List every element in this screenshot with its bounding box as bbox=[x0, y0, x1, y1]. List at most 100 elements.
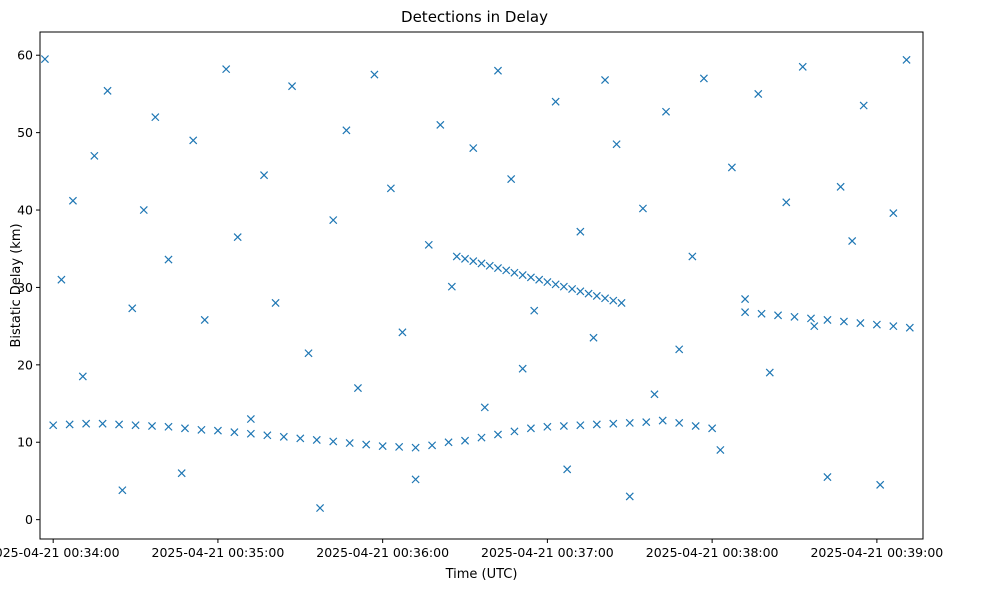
data-point bbox=[461, 436, 470, 445]
data-point bbox=[642, 418, 651, 427]
data-point bbox=[848, 236, 857, 246]
data-point bbox=[151, 113, 160, 122]
data-point bbox=[164, 422, 173, 431]
data-point bbox=[576, 421, 585, 430]
data-marks bbox=[40, 55, 914, 513]
data-point bbox=[118, 486, 127, 495]
y-tick-label: 40 bbox=[17, 203, 33, 218]
data-point bbox=[502, 266, 511, 275]
data-point bbox=[342, 126, 351, 135]
data-point bbox=[469, 257, 478, 266]
data-point bbox=[222, 65, 231, 74]
data-point bbox=[452, 252, 461, 261]
data-point bbox=[260, 171, 269, 180]
data-point bbox=[839, 317, 848, 326]
y-axis: 0 10 20 30 40 50 60 bbox=[17, 48, 40, 527]
data-point bbox=[177, 469, 186, 478]
data-point bbox=[691, 421, 700, 431]
data-point bbox=[200, 315, 209, 324]
x-tick-label: 2025-04-21 00:37:00 bbox=[481, 545, 614, 560]
data-point bbox=[741, 308, 750, 317]
data-point bbox=[798, 62, 807, 71]
data-point bbox=[584, 289, 593, 298]
data-point bbox=[98, 419, 107, 428]
data-point bbox=[612, 140, 621, 149]
data-point bbox=[872, 320, 881, 329]
y-tick-label: 10 bbox=[17, 435, 33, 450]
data-point bbox=[551, 97, 560, 106]
data-point bbox=[164, 255, 173, 264]
data-point bbox=[398, 328, 407, 337]
data-point bbox=[675, 418, 684, 427]
x-tick-label: 2025-04-21 00:39:00 bbox=[810, 545, 943, 560]
data-point bbox=[246, 429, 255, 438]
data-point bbox=[279, 432, 288, 441]
data-point bbox=[688, 252, 697, 261]
data-point bbox=[493, 430, 502, 439]
data-point bbox=[543, 422, 552, 431]
axes-frame bbox=[39, 31, 924, 540]
data-point bbox=[507, 175, 516, 184]
data-point bbox=[675, 345, 684, 354]
data-point bbox=[518, 271, 527, 280]
data-point bbox=[551, 280, 560, 289]
data-point bbox=[329, 216, 338, 225]
data-point bbox=[535, 275, 544, 284]
data-point bbox=[625, 492, 634, 501]
data-point bbox=[576, 287, 585, 296]
data-point bbox=[288, 82, 297, 91]
data-point bbox=[485, 261, 494, 270]
data-point bbox=[563, 465, 572, 474]
y-axis-label: Bistatic Delay (km) bbox=[9, 223, 24, 347]
data-point bbox=[477, 433, 486, 442]
data-point bbox=[754, 89, 763, 98]
data-point bbox=[823, 473, 832, 482]
data-point bbox=[230, 428, 239, 437]
data-point bbox=[180, 424, 189, 433]
data-point bbox=[774, 311, 783, 320]
data-point bbox=[782, 198, 791, 207]
data-point bbox=[131, 421, 140, 430]
data-point bbox=[530, 306, 539, 315]
data-point bbox=[103, 86, 112, 95]
data-point bbox=[233, 233, 242, 242]
data-point bbox=[436, 120, 445, 129]
data-point bbox=[757, 309, 766, 318]
data-point bbox=[650, 390, 659, 399]
data-point bbox=[526, 273, 535, 282]
data-point bbox=[658, 416, 667, 425]
data-point bbox=[859, 101, 868, 110]
data-point bbox=[480, 403, 489, 412]
data-point bbox=[428, 441, 437, 450]
data-point bbox=[395, 442, 404, 451]
data-point bbox=[876, 480, 885, 489]
data-point bbox=[147, 421, 157, 431]
data-point bbox=[889, 209, 898, 218]
data-point bbox=[115, 420, 124, 429]
data-point bbox=[477, 259, 486, 268]
data-point bbox=[316, 504, 325, 513]
x-tick-label: 2025-04-21 00:35:00 bbox=[152, 545, 285, 560]
data-point bbox=[810, 322, 819, 331]
data-point bbox=[493, 264, 502, 273]
data-point bbox=[304, 349, 313, 358]
data-point bbox=[625, 418, 634, 427]
data-point bbox=[889, 322, 898, 331]
data-point bbox=[568, 284, 577, 294]
data-point bbox=[836, 182, 845, 191]
data-point bbox=[68, 196, 77, 205]
data-point bbox=[823, 315, 832, 324]
data-point bbox=[411, 475, 420, 484]
data-point bbox=[362, 440, 371, 449]
y-tick-label: 0 bbox=[25, 512, 33, 527]
x-axis: 2025-04-21 00:34:00 2025-04-21 00:35:00 20… bbox=[0, 539, 943, 560]
data-point bbox=[329, 437, 338, 446]
data-point bbox=[727, 163, 736, 172]
data-point bbox=[510, 427, 519, 436]
data-point bbox=[296, 434, 305, 443]
data-point bbox=[589, 333, 598, 342]
data-point bbox=[411, 443, 420, 452]
data-point bbox=[469, 144, 478, 153]
data-point bbox=[617, 298, 626, 307]
data-point bbox=[370, 70, 379, 79]
